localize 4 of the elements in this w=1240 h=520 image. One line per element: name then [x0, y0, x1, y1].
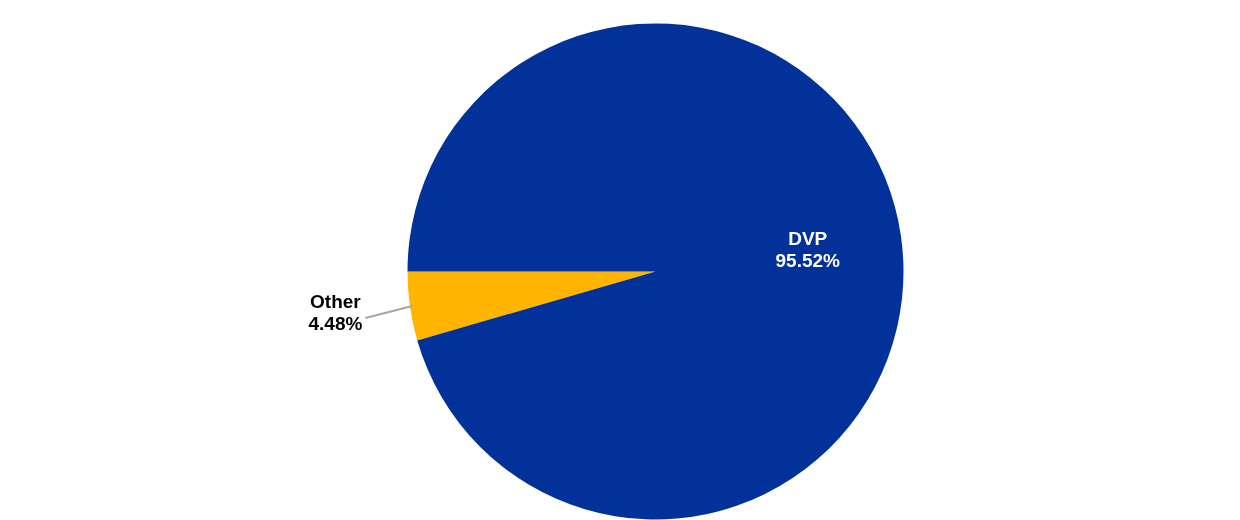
slice-label: Other — [310, 291, 362, 313]
data-label: 4.48% — [308, 313, 363, 335]
slice-label: DVP — [788, 228, 828, 250]
data-label: 95.52% — [775, 250, 841, 272]
